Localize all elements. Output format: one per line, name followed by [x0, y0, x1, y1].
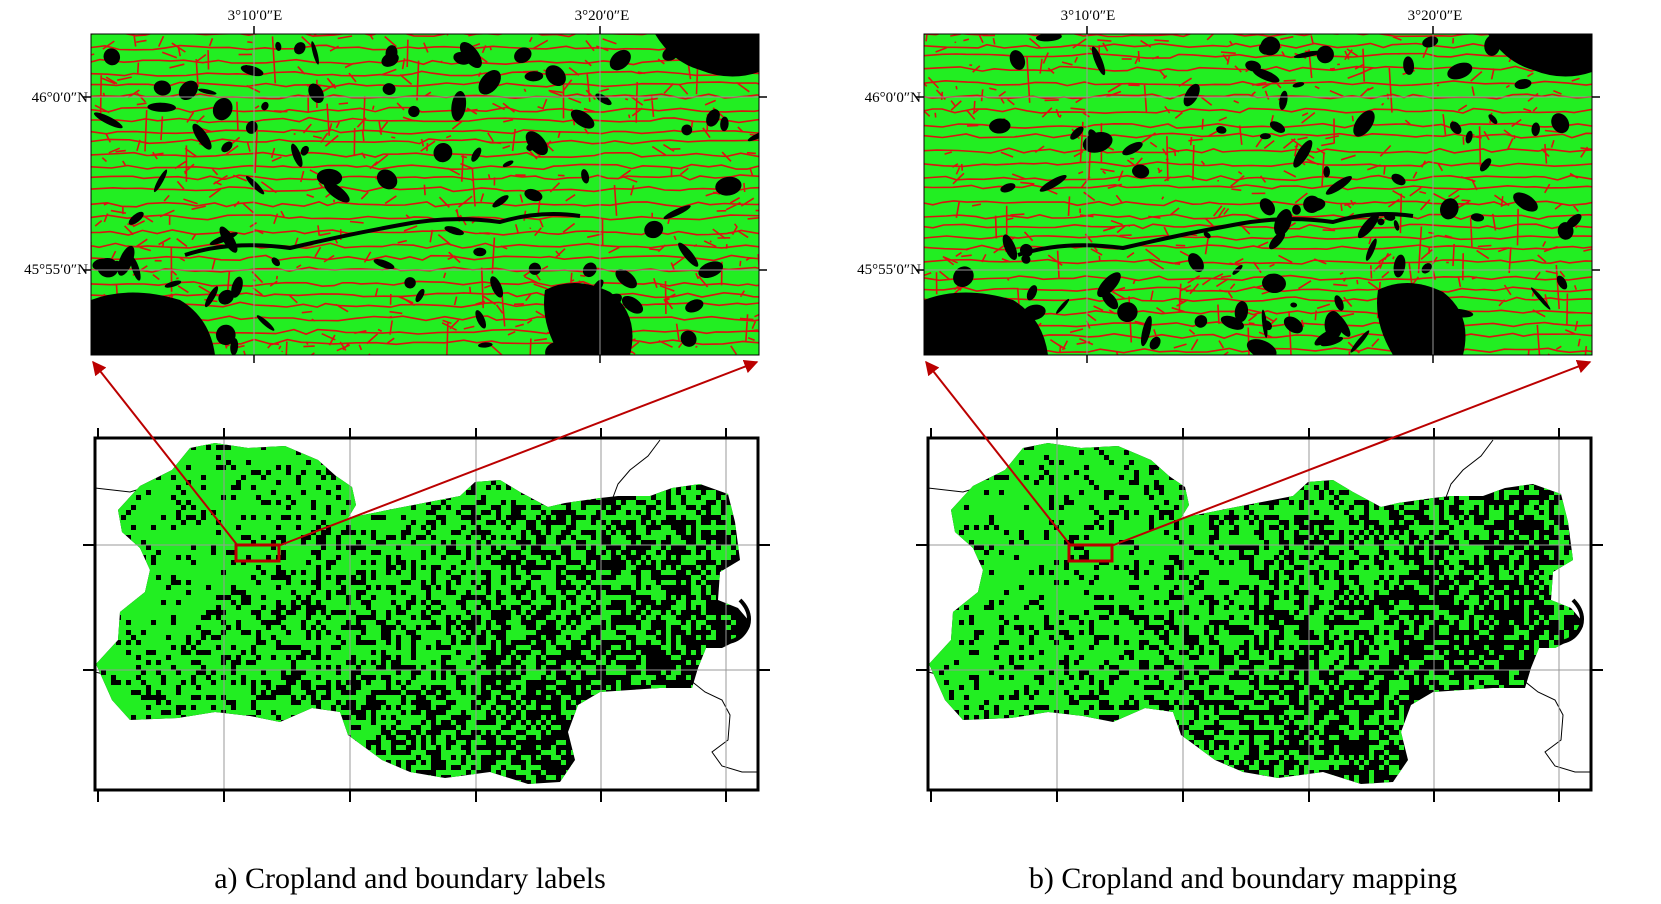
lon-label-3-10: 3°10′0″E	[1060, 8, 1116, 24]
lon-label-3-20: 3°20′0″E	[574, 8, 630, 24]
map-figure-a	[83, 26, 770, 802]
zoom-ticks	[916, 26, 1600, 363]
zoom-ticks	[83, 26, 767, 363]
zoom-map	[924, 34, 1592, 355]
overview-graticule	[928, 438, 1591, 790]
zoom-frame	[923, 33, 1593, 356]
lat-label-46-00: 46°0′0″N	[31, 90, 88, 106]
cropland-pixels	[929, 443, 1583, 784]
overview-graticule	[95, 438, 758, 790]
lat-label-45-55: 45°55′0″N	[24, 262, 88, 278]
cropland-pixels	[96, 443, 750, 784]
cropland-fill	[924, 34, 1592, 355]
overview-ticks	[83, 428, 770, 802]
zoom-frame	[90, 33, 760, 356]
lon-label-3-10: 3°10′0″E	[227, 8, 283, 24]
zoom-arrows	[92, 359, 759, 547]
lat-label-46-00: 46°0′0″N	[864, 90, 921, 106]
panel-a: 3°10′0″E 3°20′0″E 46°0′0″N 45°55′0″N a) …	[0, 0, 820, 904]
caption-a: a) Cropland and boundary labels	[214, 862, 606, 895]
lat-label-45-55: 45°55′0″N	[857, 262, 921, 278]
zoom-arrows	[925, 359, 1592, 547]
overview-ticks	[916, 428, 1603, 802]
zoom-extent-box	[1067, 543, 1114, 563]
zoom-graticule	[924, 34, 1592, 355]
panel-b: 3°10′0″E 3°20′0″E 46°0′0″N 45°55′0″N b) …	[833, 0, 1653, 904]
non-cropland-areas	[924, 34, 1592, 355]
zoom-map	[91, 34, 759, 355]
map-figure-b	[916, 26, 1603, 802]
lon-label-3-20: 3°20′0″E	[1407, 8, 1463, 24]
zoom-extent-box	[234, 543, 281, 563]
zoom-graticule	[91, 34, 759, 355]
non-cropland-areas	[91, 34, 759, 355]
caption-b: b) Cropland and boundary mapping	[1028, 862, 1458, 895]
